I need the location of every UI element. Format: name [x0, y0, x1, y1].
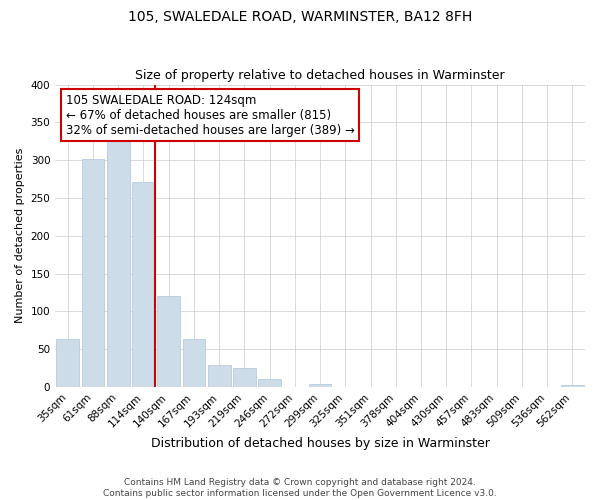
Bar — [561, 384, 584, 387]
Title: Size of property relative to detached houses in Warminster: Size of property relative to detached ho… — [135, 69, 505, 82]
Bar — [82, 158, 104, 387]
X-axis label: Distribution of detached houses by size in Warminster: Distribution of detached houses by size … — [151, 437, 490, 450]
Text: 105, SWALEDALE ROAD, WARMINSTER, BA12 8FH: 105, SWALEDALE ROAD, WARMINSTER, BA12 8F… — [128, 10, 472, 24]
Bar — [132, 182, 155, 387]
Text: 105 SWALEDALE ROAD: 124sqm
← 67% of detached houses are smaller (815)
32% of sem: 105 SWALEDALE ROAD: 124sqm ← 67% of deta… — [66, 94, 355, 136]
Bar — [107, 138, 130, 387]
Text: Contains HM Land Registry data © Crown copyright and database right 2024.
Contai: Contains HM Land Registry data © Crown c… — [103, 478, 497, 498]
Bar — [157, 296, 180, 387]
Bar — [208, 365, 230, 387]
Bar — [233, 368, 256, 387]
Bar — [258, 378, 281, 387]
Y-axis label: Number of detached properties: Number of detached properties — [15, 148, 25, 324]
Bar — [56, 340, 79, 387]
Bar — [309, 384, 331, 387]
Bar — [182, 338, 205, 387]
